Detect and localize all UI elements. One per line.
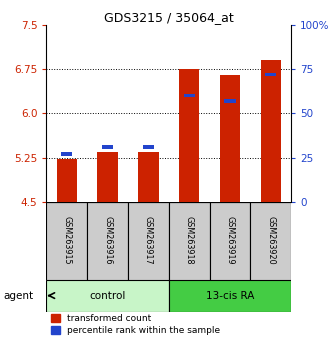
Bar (46, 202, 87, 280)
Bar (87, 202, 128, 280)
Text: agent: agent (3, 291, 33, 301)
Text: GSM263919: GSM263919 (225, 216, 235, 265)
Text: GSM263920: GSM263920 (266, 216, 275, 265)
Bar (57, 159, 77, 202)
Bar (97, 152, 118, 202)
Bar (46, 280, 169, 312)
Bar (143, 145, 154, 149)
Bar (61, 152, 72, 156)
Bar (184, 94, 195, 97)
Bar (138, 152, 159, 202)
Text: 13-cis RA: 13-cis RA (206, 291, 254, 301)
Legend: transformed count, percentile rank within the sample: transformed count, percentile rank withi… (51, 314, 220, 335)
Bar (251, 202, 291, 280)
Text: control: control (89, 291, 126, 301)
Text: GSM263915: GSM263915 (62, 216, 71, 265)
Bar (265, 73, 276, 76)
Text: GSM263918: GSM263918 (185, 216, 194, 265)
Bar (224, 99, 236, 103)
Bar (102, 145, 113, 149)
Bar (179, 69, 199, 202)
Text: GSM263916: GSM263916 (103, 216, 112, 265)
Bar (169, 202, 210, 280)
Bar (169, 280, 291, 312)
Bar (128, 202, 169, 280)
Title: GDS3215 / 35064_at: GDS3215 / 35064_at (104, 11, 234, 24)
Bar (220, 75, 240, 202)
Text: GSM263917: GSM263917 (144, 216, 153, 265)
Bar (261, 60, 281, 202)
Bar (210, 202, 251, 280)
